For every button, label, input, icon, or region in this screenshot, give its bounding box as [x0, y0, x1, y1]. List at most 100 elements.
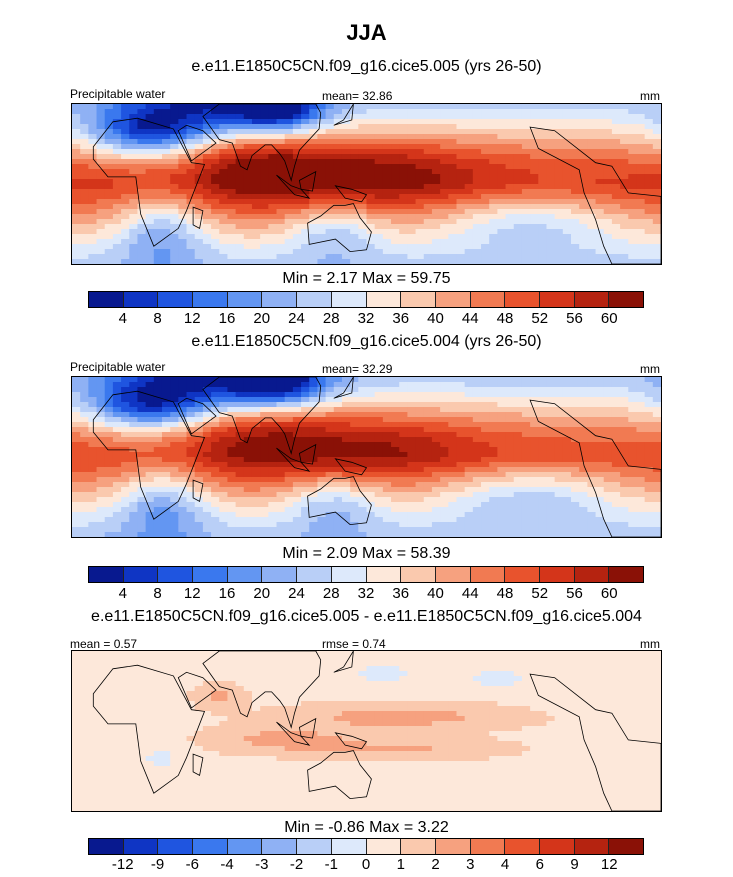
map-cell — [243, 497, 253, 503]
map-cell — [497, 517, 507, 523]
map-cell — [472, 199, 482, 205]
map-cell — [350, 467, 359, 473]
map-cell — [571, 402, 580, 408]
map-cell — [243, 507, 253, 513]
map-cell — [72, 477, 81, 483]
map-cell — [481, 477, 490, 483]
map-cell — [374, 219, 384, 225]
map-cell — [112, 432, 122, 438]
map-cell — [423, 666, 433, 672]
map-cell — [628, 229, 638, 235]
map-cell — [628, 219, 638, 225]
map-cell — [472, 482, 482, 488]
map-cell — [227, 392, 237, 398]
map-cell — [448, 234, 458, 240]
map-cell — [170, 194, 179, 200]
map-cell — [513, 432, 523, 438]
map-cell — [317, 467, 327, 473]
map-cell — [415, 422, 425, 428]
map-cell — [423, 432, 433, 438]
map-cell — [423, 457, 433, 463]
map-cell — [481, 144, 490, 150]
map-cell — [96, 492, 106, 498]
map-cell — [497, 427, 507, 433]
panel2-mean-label: mean= — [322, 362, 360, 376]
map-cell — [227, 472, 237, 478]
map-cell — [366, 467, 376, 473]
map-cell — [243, 224, 253, 230]
map-cell — [178, 507, 188, 513]
map-cell — [636, 661, 646, 667]
map-cell — [358, 487, 368, 493]
map-cell — [251, 417, 261, 423]
map-cell — [521, 114, 531, 120]
map-cell — [579, 497, 588, 503]
map-cell — [161, 467, 171, 473]
map-cell — [333, 119, 343, 125]
map-cell — [301, 194, 310, 200]
map-cell — [611, 651, 621, 657]
map-cell — [211, 512, 220, 518]
map-cell — [301, 254, 310, 260]
map-cell — [104, 184, 114, 190]
map-cell — [243, 382, 253, 388]
map-cell — [562, 422, 572, 428]
map-cell — [562, 661, 572, 667]
map-cell — [194, 382, 204, 388]
map-cell — [611, 407, 621, 413]
map-cell — [243, 517, 253, 523]
map-cell — [382, 184, 392, 190]
map-cell — [415, 144, 425, 150]
map-cell — [235, 666, 245, 672]
map-cell — [260, 377, 269, 383]
map-cell — [399, 457, 408, 463]
map-cell — [399, 432, 408, 438]
map-cell — [260, 164, 269, 170]
map-cell — [440, 159, 449, 165]
map-cell — [235, 174, 245, 180]
map-cell — [186, 154, 196, 160]
map-cell — [112, 254, 122, 260]
map-cell — [652, 144, 661, 150]
map-cell — [88, 134, 98, 140]
map-cell — [538, 432, 548, 438]
map-cell — [121, 512, 130, 518]
map-cell — [153, 104, 163, 110]
map-cell — [202, 457, 212, 463]
map-cell — [382, 109, 392, 115]
map-cell — [96, 387, 106, 393]
map-cell — [456, 457, 466, 463]
map-cell — [268, 432, 278, 438]
map-cell — [530, 377, 539, 383]
map-cell — [211, 492, 220, 498]
map-cell — [521, 412, 531, 418]
map-cell — [284, 412, 294, 418]
coastline — [177, 124, 217, 162]
map-cell — [235, 661, 245, 667]
map-cell — [530, 239, 539, 245]
coastline — [192, 479, 204, 503]
map-cell — [472, 492, 482, 498]
map-cell — [317, 209, 327, 215]
map-cell — [571, 214, 580, 220]
map-cell — [620, 517, 629, 523]
map-cell — [628, 114, 638, 120]
map-cell — [284, 452, 294, 458]
map-cell — [72, 457, 81, 463]
map-cell — [145, 412, 155, 418]
map-cell — [628, 412, 638, 418]
map-cell — [472, 104, 482, 110]
map-cell — [137, 522, 147, 528]
map-cell — [513, 437, 523, 443]
map-cell — [341, 497, 351, 503]
map-cell — [251, 427, 261, 433]
map-cell — [292, 124, 302, 130]
map-cell — [636, 467, 646, 473]
map-cell — [260, 144, 269, 150]
map-cell — [80, 189, 89, 195]
map-cell — [546, 184, 556, 190]
map-cell — [317, 144, 327, 150]
map-cell — [202, 482, 212, 488]
map-cell — [251, 502, 261, 508]
map-cell — [644, 442, 654, 448]
